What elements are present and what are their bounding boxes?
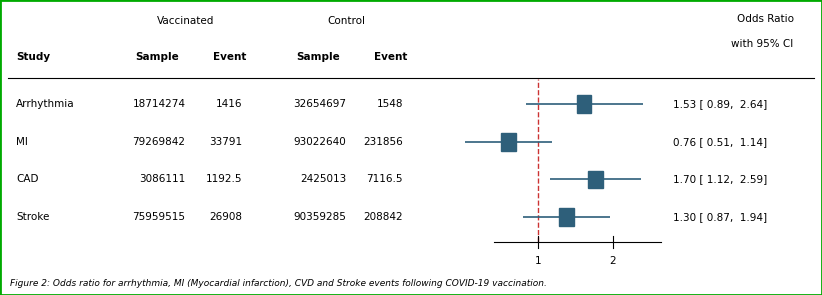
Text: 93022640: 93022640 [293, 137, 347, 147]
Text: 231856: 231856 [363, 137, 403, 147]
Text: 1: 1 [535, 256, 542, 266]
Bar [501, 133, 515, 150]
Text: 79269842: 79269842 [132, 137, 186, 147]
Text: 1192.5: 1192.5 [206, 174, 242, 184]
Text: 32654697: 32654697 [293, 99, 347, 109]
Bar [588, 171, 603, 188]
Text: 18714274: 18714274 [132, 99, 186, 109]
Text: with 95% CI: with 95% CI [732, 39, 793, 49]
Text: Vaccinated: Vaccinated [157, 17, 214, 27]
Text: 1416: 1416 [215, 99, 242, 109]
Text: Event: Event [213, 52, 247, 62]
Text: CAD: CAD [16, 174, 39, 184]
Bar [559, 208, 574, 226]
Text: 0.76 [ 0.51,  1.14]: 0.76 [ 0.51, 1.14] [672, 137, 767, 147]
Text: 3086111: 3086111 [139, 174, 186, 184]
Text: 1.70 [ 1.12,  2.59]: 1.70 [ 1.12, 2.59] [672, 174, 767, 184]
Text: 75959515: 75959515 [132, 212, 186, 222]
Text: Sample: Sample [297, 52, 340, 62]
Text: Odds Ratio: Odds Ratio [737, 14, 793, 24]
Text: Event: Event [374, 52, 408, 62]
Text: 33791: 33791 [209, 137, 242, 147]
Text: Study: Study [16, 52, 50, 62]
Text: 2: 2 [610, 256, 616, 266]
Text: Figure 2: Odds ratio for arrhythmia, MI (Myocardial infarction), CVD and Stroke : Figure 2: Odds ratio for arrhythmia, MI … [10, 278, 547, 288]
Text: 26908: 26908 [209, 212, 242, 222]
Text: 1.53 [ 0.89,  2.64]: 1.53 [ 0.89, 2.64] [672, 99, 767, 109]
Text: Control: Control [327, 17, 366, 27]
Text: 1.30 [ 0.87,  1.94]: 1.30 [ 0.87, 1.94] [672, 212, 767, 222]
Text: 2425013: 2425013 [300, 174, 347, 184]
Text: MI: MI [16, 137, 28, 147]
Text: 90359285: 90359285 [293, 212, 347, 222]
Text: 7116.5: 7116.5 [367, 174, 403, 184]
Text: 208842: 208842 [363, 212, 403, 222]
Text: Sample: Sample [136, 52, 179, 62]
Text: 1548: 1548 [376, 99, 403, 109]
Text: Stroke: Stroke [16, 212, 49, 222]
Text: Arrhythmia: Arrhythmia [16, 99, 75, 109]
Bar [577, 95, 591, 113]
